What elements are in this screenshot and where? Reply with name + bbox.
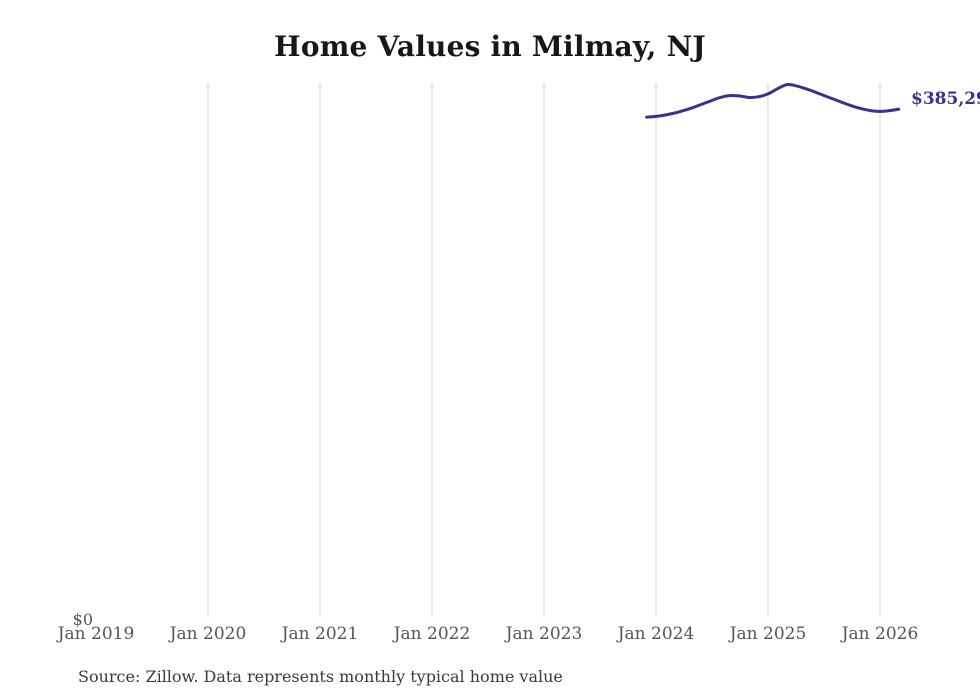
chart-title: Home Values in Milmay, NJ	[274, 30, 706, 63]
home-value-line	[645, 82, 901, 119]
source-note: Source: Zillow. Data represents monthly …	[78, 667, 563, 686]
x-tick-label-2023-01: Jan 2023	[505, 624, 583, 644]
end-value-label: $385,295	[911, 89, 980, 109]
x-tick-label-2020-01: Jan 2020	[169, 624, 247, 644]
y-zero-label: $0	[72, 610, 93, 629]
year-gridlines	[207, 83, 881, 617]
x-tick-label-2021-01: Jan 2021	[281, 624, 359, 644]
x-tick-label-2026-01: Jan 2026	[841, 624, 919, 644]
x-tick-label-2024-01: Jan 2024	[617, 624, 695, 644]
x-tick-label-2025-01: Jan 2025	[729, 624, 807, 644]
x-tick-label-2022-01: Jan 2022	[393, 624, 471, 644]
x-tick-label-2019-01: Jan 2019	[57, 624, 135, 644]
